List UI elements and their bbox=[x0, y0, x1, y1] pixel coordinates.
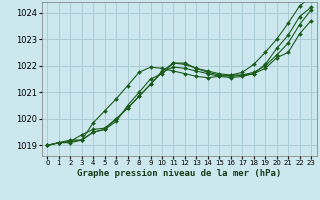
X-axis label: Graphe pression niveau de la mer (hPa): Graphe pression niveau de la mer (hPa) bbox=[77, 169, 281, 178]
